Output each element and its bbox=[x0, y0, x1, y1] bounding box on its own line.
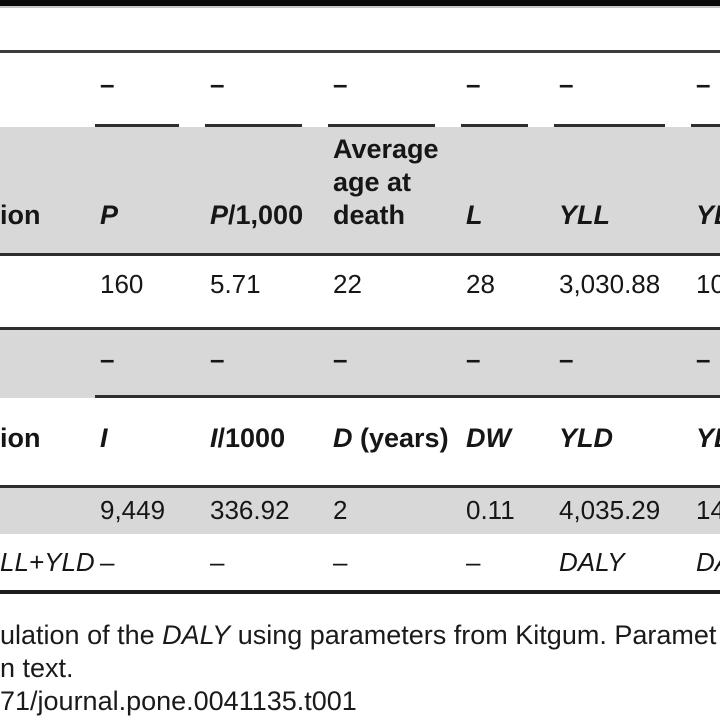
header-cell-yll: YLL bbox=[559, 200, 610, 230]
value-cell-p1000: 5.71 bbox=[210, 269, 261, 299]
dash: – bbox=[696, 69, 711, 99]
yld-header-row: ion I I/1000 D (years) DW YLD YL bbox=[0, 398, 720, 485]
dash: – bbox=[696, 344, 711, 374]
formula-cell-d: – bbox=[328, 330, 461, 398]
formula-cell-age: – bbox=[328, 53, 461, 127]
value-cell-yll: 3,030.88 bbox=[559, 269, 661, 299]
formula-cell-yld: – bbox=[554, 330, 691, 398]
dash: – bbox=[100, 344, 115, 374]
value-cell-label bbox=[0, 256, 95, 327]
dash: – bbox=[210, 69, 225, 99]
yll-data-row: 160 5.71 22 28 3,030.88 10 bbox=[0, 256, 720, 327]
header-cell-i: I bbox=[100, 423, 108, 453]
formula-underline bbox=[205, 124, 302, 127]
formula-cell-label bbox=[0, 330, 95, 398]
daly-table: – – – – – – ion P P/1,000 Average age at… bbox=[0, 50, 720, 594]
table-caption: ulation of the DALY using parameters fro… bbox=[0, 594, 720, 718]
value-cell-i1000: 336.92 bbox=[210, 495, 290, 525]
header-cell-yll1000: YL bbox=[696, 200, 720, 230]
value-cell-d: 2 bbox=[333, 495, 348, 525]
caption-line-2: n text. bbox=[0, 653, 74, 683]
header-cell-population: ion bbox=[0, 200, 41, 230]
dash: – bbox=[466, 344, 481, 374]
daly-term: DALY bbox=[162, 620, 231, 650]
value-cell-p: 160 bbox=[100, 269, 144, 299]
value-cell-yld1000: 14 bbox=[696, 495, 720, 525]
yld-header-rule bbox=[0, 485, 720, 488]
formula-underline bbox=[328, 124, 435, 127]
yll-header-row: ion P P/1,000 Average age at death L YLL… bbox=[0, 127, 720, 253]
formula-cell-dw: – bbox=[461, 330, 554, 398]
total-cell-label: LL+YLD bbox=[0, 547, 95, 577]
formula-cell-i1000: – bbox=[205, 330, 328, 398]
dash: – bbox=[100, 69, 115, 99]
header-cell-dw: DW bbox=[466, 423, 511, 453]
formula-cell-yld1000: – bbox=[691, 330, 720, 398]
dash: – bbox=[559, 69, 574, 99]
header-cell-yld1000: YL bbox=[696, 423, 720, 453]
caption-line-1: ulation of the DALY using parameters fro… bbox=[0, 620, 717, 650]
total-cell-daly: DALY bbox=[559, 547, 625, 577]
section-divider-rule bbox=[0, 327, 720, 330]
total-cell-1: – bbox=[100, 547, 115, 577]
yld-data-row: 9,449 336.92 2 0.11 4,035.29 14 bbox=[0, 488, 720, 534]
daly-total-row: LL+YLD – – – – DALY DA bbox=[0, 534, 720, 590]
header-cell-yld: YLD bbox=[559, 423, 613, 453]
formula-underline bbox=[554, 124, 665, 127]
header-cell-l: L bbox=[466, 200, 483, 230]
value-cell-l: 28 bbox=[466, 269, 495, 299]
formula-cell-p1000: – bbox=[205, 53, 328, 127]
yll-header-rule bbox=[0, 253, 720, 256]
formula-underline bbox=[691, 124, 720, 127]
total-cell-2: – bbox=[210, 547, 225, 577]
value-cell-yll1000: 10 bbox=[696, 269, 720, 299]
formula-underline bbox=[461, 124, 528, 127]
value-cell-label bbox=[0, 488, 95, 534]
dash: – bbox=[210, 344, 225, 374]
caption-doi: 71/journal.pone.0041135.t001 bbox=[0, 686, 357, 716]
formula-cell-p: – bbox=[95, 53, 205, 127]
header-cell-population: ion bbox=[0, 423, 41, 453]
header-cell-average-age: Average age at death bbox=[333, 134, 439, 230]
value-cell-i: 9,449 bbox=[100, 495, 166, 525]
header-cell-p: P bbox=[100, 200, 119, 230]
figure-top-border bbox=[0, 0, 720, 8]
top-whitespace bbox=[0, 8, 720, 50]
yll-formula-row: – – – – – – bbox=[0, 53, 720, 127]
value-cell-yld: 4,035.29 bbox=[559, 495, 661, 525]
header-cell-d-years: D (years) bbox=[333, 423, 449, 453]
total-cell-daly1000: DA bbox=[696, 547, 720, 577]
header-cell-i1000: I/1000 bbox=[210, 423, 286, 453]
header-cell-p1000: P/1,000 bbox=[210, 200, 304, 230]
formula-cell-label bbox=[0, 53, 95, 127]
formula-cell-yll: – bbox=[554, 53, 691, 127]
yld-formula-row: – – – – – – bbox=[0, 330, 720, 398]
value-cell-age: 22 bbox=[333, 269, 362, 299]
formula-cell-i: – bbox=[95, 330, 205, 398]
dash: – bbox=[333, 344, 348, 374]
table-bottom-rule bbox=[0, 590, 720, 594]
total-cell-3: – bbox=[333, 547, 348, 577]
dash: – bbox=[466, 69, 481, 99]
table-top-rule bbox=[0, 50, 720, 53]
formula-cell-l: – bbox=[461, 53, 554, 127]
dash: – bbox=[559, 344, 574, 374]
formula-underline bbox=[95, 124, 179, 127]
total-cell-4: – bbox=[466, 547, 481, 577]
formula-cell-yll1000: – bbox=[691, 53, 720, 127]
value-cell-dw: 0.11 bbox=[466, 495, 515, 525]
dash: – bbox=[333, 69, 348, 99]
